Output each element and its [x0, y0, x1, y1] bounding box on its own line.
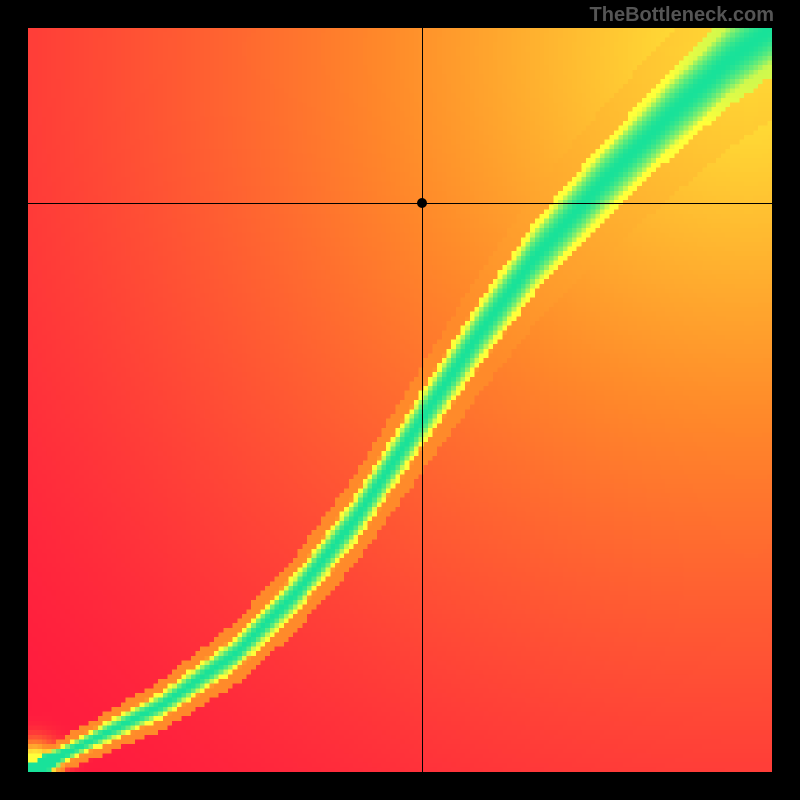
plot-area [28, 28, 772, 772]
chart-container: TheBottleneck.com [0, 0, 800, 800]
watermark-text: TheBottleneck.com [590, 4, 774, 27]
heatmap-canvas [28, 28, 772, 772]
